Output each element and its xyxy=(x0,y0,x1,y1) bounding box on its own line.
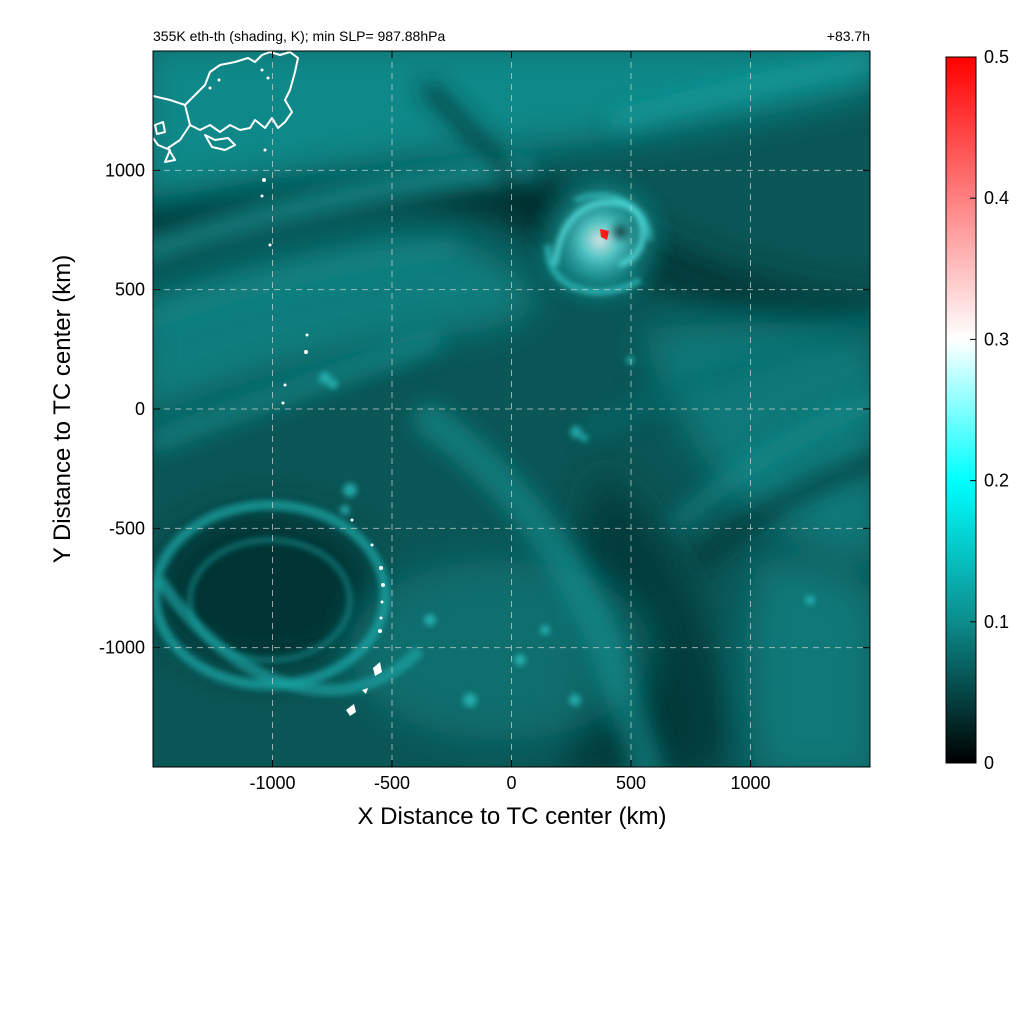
colorbar xyxy=(945,56,977,764)
x-axis-title: X Distance to TC center (km) xyxy=(358,803,667,830)
x-axis: -1000 -500 0 500 1000 xyxy=(249,51,771,793)
colorbar-ticks: 0 0.1 0.2 0.3 0.4 0.5 xyxy=(970,47,1009,773)
colorbar-tick-label: 0.5 xyxy=(984,47,1009,67)
colorbar-tick-label: 0.1 xyxy=(984,612,1009,632)
colorbar-tick-label: 0.3 xyxy=(984,329,1009,349)
x-tick-label: 0 xyxy=(506,773,516,793)
colorbar-tick-label: 0 xyxy=(984,753,994,773)
x-tick-label: -1000 xyxy=(249,773,295,793)
x-tick-label: -500 xyxy=(374,773,410,793)
grid-lines xyxy=(153,51,870,767)
coastline xyxy=(153,51,299,163)
x-tick-label: 1000 xyxy=(730,773,770,793)
y-tick-label: -500 xyxy=(109,518,145,538)
chart-title: 355K eth-th (shading, K); min SLP= 987.8… xyxy=(153,28,445,44)
colorbar-tick-label: 0.4 xyxy=(984,188,1009,208)
heatmap-field xyxy=(153,51,870,767)
y-tick-label: 500 xyxy=(115,280,145,300)
y-axis: -1000 -500 0 500 1000 xyxy=(99,160,870,658)
tc-core-maximum xyxy=(600,229,609,240)
y-axis-title: Y Distance to TC center (km) xyxy=(49,255,76,564)
y-tick-label: -1000 xyxy=(99,638,145,658)
forecast-hour-label: +83.7h xyxy=(827,28,870,44)
y-tick-label: 1000 xyxy=(105,160,145,180)
x-tick-label: 500 xyxy=(616,773,646,793)
island-markers xyxy=(208,68,385,716)
colorbar-tick-label: 0.2 xyxy=(984,471,1009,491)
y-tick-label: 0 xyxy=(135,399,145,419)
